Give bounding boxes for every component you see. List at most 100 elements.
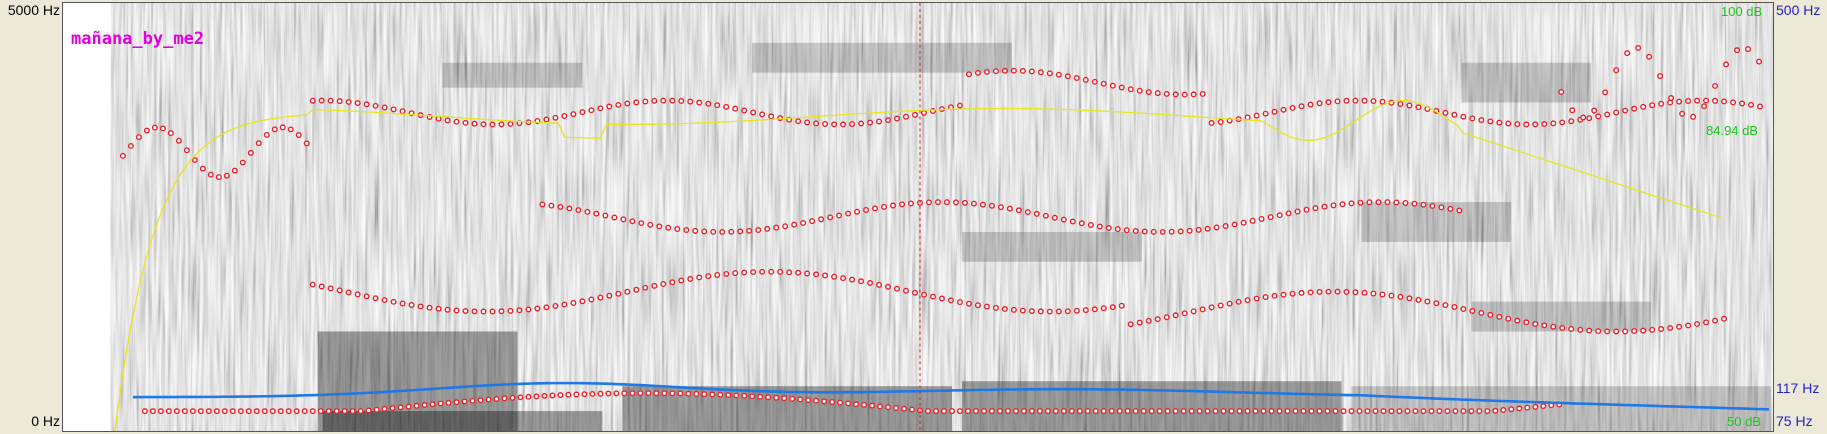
formant-point xyxy=(325,408,332,415)
formant-point xyxy=(678,97,685,104)
formant-point xyxy=(1604,328,1611,335)
formant-point xyxy=(1019,67,1026,74)
formant-point xyxy=(920,291,927,298)
formant-point xyxy=(765,394,772,401)
formant-point xyxy=(588,296,595,303)
formant-point xyxy=(974,69,981,76)
spectrogram-panel[interactable]: mañana_by_me2 100 dB 84.94 dB 50 dB xyxy=(62,2,1774,432)
formant-point xyxy=(1739,100,1746,107)
formant-point xyxy=(1289,290,1296,297)
formant-point xyxy=(1420,408,1427,415)
formant-point xyxy=(1701,103,1708,110)
formant-point xyxy=(1294,208,1301,215)
formant-point xyxy=(1055,71,1062,78)
formant-point xyxy=(1087,221,1094,228)
formant-point xyxy=(1748,101,1755,108)
formant-point xyxy=(858,120,865,127)
formant-point xyxy=(1402,199,1409,206)
formant-point xyxy=(287,126,294,133)
formant-point xyxy=(606,103,613,110)
formant-point xyxy=(1196,408,1203,415)
formant-point xyxy=(750,269,757,276)
formant-point xyxy=(1280,106,1287,113)
formant-point xyxy=(279,124,286,131)
formant-point xyxy=(309,281,316,288)
formant-point xyxy=(1292,408,1299,415)
formant-point xyxy=(988,202,995,209)
formant-point xyxy=(1220,408,1227,415)
formant-point xyxy=(1667,99,1674,106)
formant-point xyxy=(920,109,927,116)
formant-point xyxy=(1745,46,1752,53)
formant-point xyxy=(1082,307,1089,314)
formant-point xyxy=(768,268,775,275)
pitch-mid-label: 117 Hz xyxy=(1776,380,1820,396)
formant-point xyxy=(687,275,694,282)
formant-point xyxy=(589,390,596,397)
formant-point xyxy=(159,125,166,132)
formant-point xyxy=(894,285,901,292)
formant-point xyxy=(651,282,658,289)
energy-band xyxy=(442,62,583,88)
formant-point xyxy=(205,408,212,415)
formant-point xyxy=(647,221,654,228)
formant-point xyxy=(683,227,690,234)
formant-point xyxy=(336,98,343,105)
formant-point xyxy=(471,308,478,315)
formant-point xyxy=(245,408,252,415)
formant-point xyxy=(797,396,804,403)
formant-point xyxy=(932,408,939,415)
formant-point xyxy=(1092,408,1099,415)
formant-point xyxy=(221,408,228,415)
formant-point xyxy=(764,225,771,232)
formant-point xyxy=(149,408,156,415)
formant-point xyxy=(1514,121,1521,128)
formant-point xyxy=(399,108,406,115)
formant-point xyxy=(181,408,188,415)
formant-point xyxy=(1532,121,1539,128)
formant-point xyxy=(893,404,900,411)
formant-point xyxy=(489,121,496,128)
formant-point xyxy=(979,201,986,208)
formant-point xyxy=(1249,217,1256,224)
formant-point xyxy=(890,202,897,209)
formant-point xyxy=(836,212,843,219)
formant-point xyxy=(773,394,780,401)
formant-point xyxy=(1559,119,1566,126)
formant-point xyxy=(903,113,910,120)
formant-point xyxy=(1456,207,1463,214)
formant-point xyxy=(903,287,910,294)
formant-point xyxy=(1452,408,1459,415)
formant-point xyxy=(705,273,712,280)
formant-point xyxy=(1478,309,1485,316)
formant-point xyxy=(469,397,476,404)
formant-point xyxy=(1357,199,1364,206)
formant-point xyxy=(1010,67,1017,74)
formant-point xyxy=(1010,306,1017,313)
pitch-contour xyxy=(132,381,1770,411)
formant-point xyxy=(1096,223,1103,230)
formant-point xyxy=(1118,84,1125,91)
formant-point xyxy=(372,295,379,302)
formant-point xyxy=(1339,201,1346,208)
formant-point xyxy=(253,408,260,415)
formant-point xyxy=(317,408,324,415)
formant-point xyxy=(1500,407,1507,413)
formant-point xyxy=(1148,408,1155,415)
formant-point xyxy=(1649,326,1656,333)
formant-point xyxy=(237,408,244,415)
formant-point xyxy=(1622,328,1629,335)
formant-point xyxy=(1204,408,1211,415)
formant-point xyxy=(471,120,478,127)
formant-point xyxy=(1109,82,1116,89)
formant-point xyxy=(543,116,550,123)
formant-point xyxy=(143,127,150,134)
formant-point xyxy=(714,271,721,278)
formant-point xyxy=(501,395,508,402)
formant-point xyxy=(961,199,968,206)
formant-point xyxy=(1460,408,1467,415)
formant-point xyxy=(1685,97,1692,104)
formant-point xyxy=(1154,90,1161,97)
formant-point xyxy=(1406,102,1413,109)
spectrogram-canvas[interactable] xyxy=(63,3,1773,431)
